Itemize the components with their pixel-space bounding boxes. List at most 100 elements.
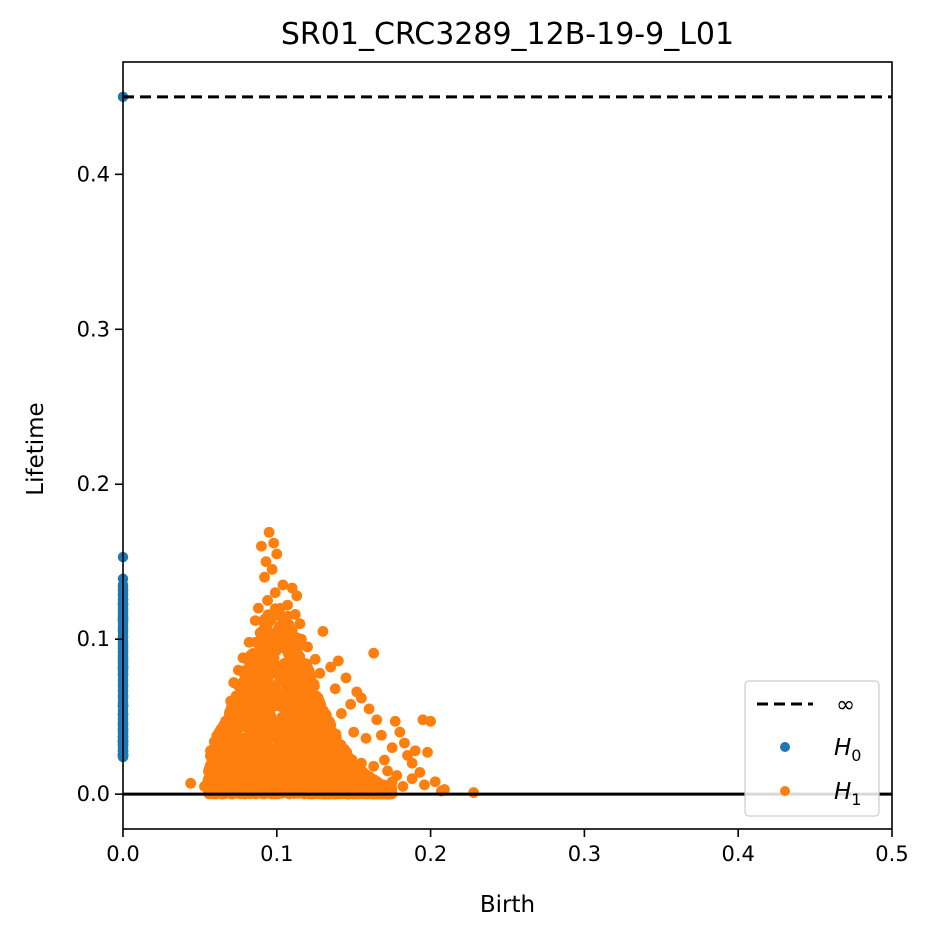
h1-point <box>211 749 223 761</box>
h1-point <box>302 752 313 764</box>
h1-point <box>332 765 344 777</box>
h1-point <box>371 714 383 726</box>
h1-point <box>257 647 268 658</box>
h1-point <box>304 718 315 730</box>
h1-point <box>290 741 301 752</box>
h1-point <box>268 747 280 759</box>
h1-point <box>227 762 239 774</box>
h1-point <box>368 647 380 659</box>
h1-point <box>386 776 398 788</box>
h1-point <box>268 645 279 656</box>
h1-point <box>243 722 254 734</box>
x-tick-label: 0.2 <box>414 842 447 866</box>
h1-point <box>253 664 264 675</box>
x-tick-label: 0.4 <box>721 842 754 866</box>
h1-point <box>325 661 337 673</box>
h1-point <box>325 750 337 762</box>
h1-point <box>262 595 273 606</box>
h1-point <box>286 712 297 723</box>
h1-point <box>306 691 318 703</box>
h1-point <box>262 709 273 721</box>
legend-h0-label: H0 <box>834 735 861 765</box>
x-tick-label: 0.3 <box>568 842 601 866</box>
h1-point <box>304 779 316 790</box>
h1-point <box>329 683 341 695</box>
h1-point <box>399 737 410 749</box>
h1-point <box>247 698 258 710</box>
x-tick-label: 0.1 <box>260 842 293 866</box>
h1-point <box>340 672 352 684</box>
h1-point <box>291 590 303 602</box>
h1-point <box>360 732 372 744</box>
h1-point <box>319 759 331 771</box>
h1-point <box>278 734 289 745</box>
h1-point <box>348 770 360 781</box>
h1-point <box>343 751 354 762</box>
h1-point <box>275 720 286 732</box>
h1-point <box>232 664 244 676</box>
h1-point <box>379 754 390 766</box>
y-tick-label: 0.1 <box>77 627 110 651</box>
h1-point <box>282 599 293 611</box>
h1-point <box>228 677 240 688</box>
chart-title: SR01_CRC3289_12B-19-9_L01 <box>281 17 734 52</box>
h1-point <box>414 767 426 778</box>
h1-point <box>254 627 266 639</box>
h1-point <box>278 676 289 688</box>
h1-point <box>292 702 303 713</box>
h1-point <box>422 746 433 758</box>
h1-point <box>406 773 418 785</box>
h1-point <box>208 736 220 747</box>
h1-point <box>355 692 367 704</box>
legend-h0-marker <box>780 742 790 752</box>
h1-point <box>468 787 480 798</box>
h1-point <box>220 734 232 746</box>
h1-point <box>222 719 233 730</box>
h1-point <box>317 626 329 637</box>
h1-point <box>256 699 267 710</box>
h1-point <box>260 768 271 780</box>
h1-point <box>269 587 281 599</box>
h1-point <box>209 760 221 772</box>
h1-point <box>320 768 332 779</box>
y-tick-label: 0.3 <box>77 317 110 341</box>
h1-point <box>386 742 398 754</box>
h1-point <box>263 636 274 647</box>
y-tick-label: 0.4 <box>77 162 110 186</box>
h1-point <box>429 776 441 788</box>
h1-point <box>278 623 290 634</box>
h1-point <box>253 729 265 740</box>
h1-point <box>425 715 436 727</box>
h1-point <box>314 667 326 679</box>
plot-frame <box>122 61 893 830</box>
h1-point <box>252 602 264 614</box>
h1-point <box>256 540 267 552</box>
h1-point <box>348 726 360 738</box>
h1-point <box>313 748 325 759</box>
legend-infinity-label: ∞ <box>836 692 855 718</box>
h1-point <box>335 708 347 719</box>
h1-point <box>269 768 281 779</box>
h1-point <box>300 762 311 774</box>
h1-point <box>260 556 272 568</box>
h1-point <box>237 652 249 664</box>
h1-point <box>245 685 257 696</box>
h1-point <box>294 676 305 688</box>
legend-h1-label: H1 <box>834 779 861 809</box>
h1-point <box>289 608 301 620</box>
h1-point <box>263 526 275 538</box>
h1-point <box>295 657 306 669</box>
h1-point <box>272 686 283 698</box>
h1-point <box>254 683 265 695</box>
h1-point <box>355 757 367 769</box>
h1-point <box>206 784 218 795</box>
h1-point <box>270 628 281 640</box>
y-tick-label: 0.0 <box>77 782 110 806</box>
h1-point <box>304 680 316 692</box>
legend-box <box>744 680 880 817</box>
h1-point <box>247 772 259 783</box>
tick-marks: 0.0 0.1 0.2 0.3 0.4 0.5 0.0 0.1 0.2 0.3 0.4 <box>77 162 909 866</box>
h1-point <box>371 780 383 792</box>
h1-point <box>291 689 303 700</box>
